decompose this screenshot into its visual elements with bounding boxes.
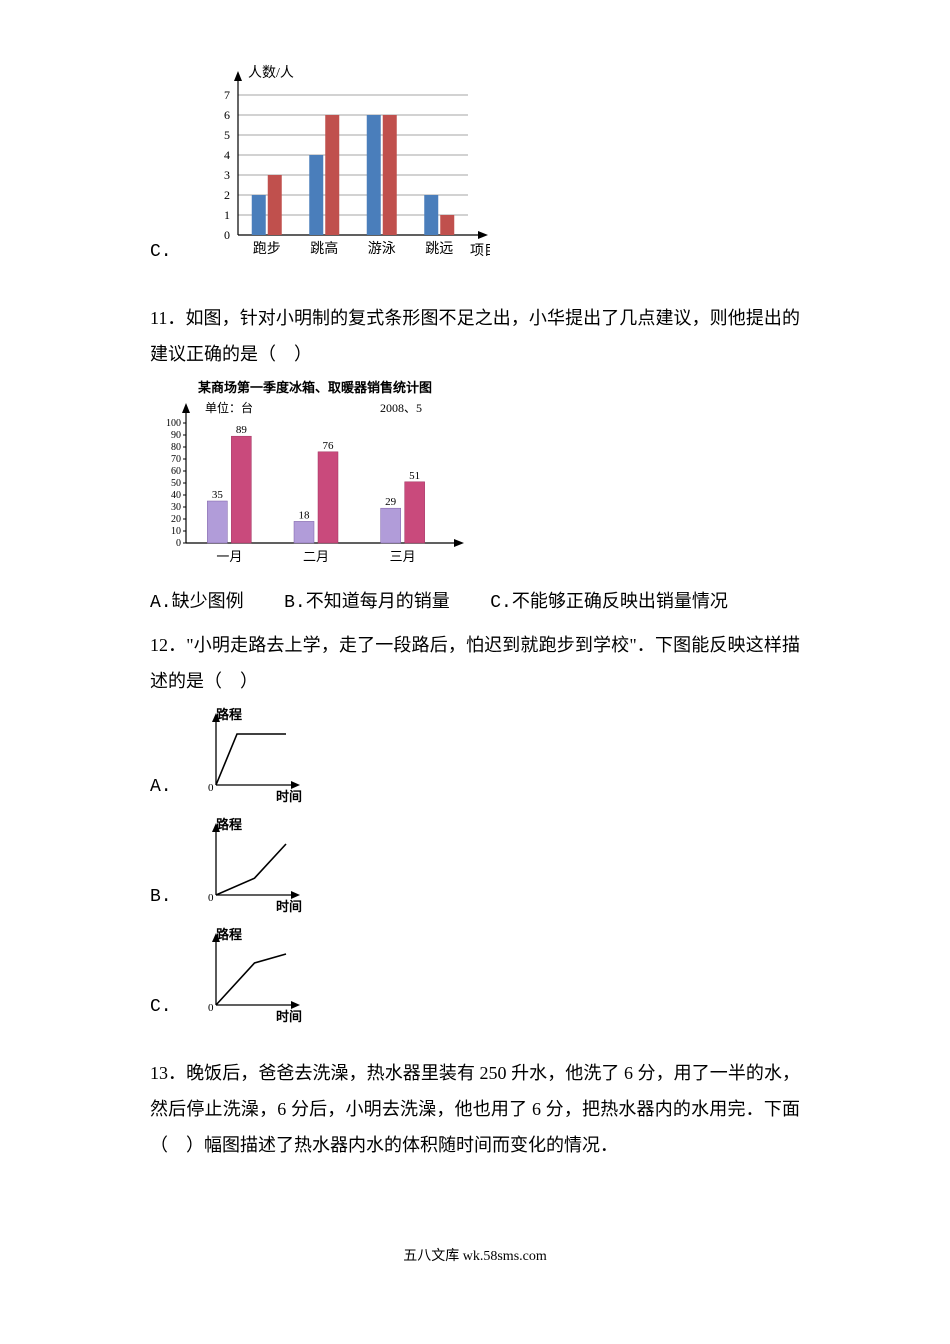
svg-text:三月: 三月 [390,549,416,564]
svg-text:3: 3 [224,168,230,182]
svg-text:18: 18 [299,509,311,521]
svg-text:7: 7 [224,88,230,102]
svg-text:90: 90 [171,430,181,441]
svg-text:89: 89 [236,424,248,436]
svg-text:70: 70 [171,454,181,465]
page-footer: 五八文库 wk.58sms.com [150,1243,800,1271]
svg-text:路程: 路程 [216,707,242,722]
svg-text:51: 51 [409,470,420,482]
svg-text:人数/人: 人数/人 [248,65,294,81]
q12-chart-a: 路程 0 时间 [190,705,320,805]
q12-opt-b-label: B. [150,879,172,915]
svg-text:6: 6 [224,108,230,122]
svg-text:2008、5: 2008、5 [380,401,422,415]
svg-text:5: 5 [224,128,230,142]
svg-text:路程: 路程 [216,927,242,942]
svg-text:0: 0 [208,782,214,794]
q12-text: 12．"小明走路去上学，走了一段路后，怕迟到就跑步到学校"．下图能反映这样描述的… [150,627,800,699]
svg-text:时间: 时间 [276,789,302,804]
svg-text:40: 40 [171,490,181,501]
svg-text:29: 29 [385,496,397,508]
svg-text:时间: 时间 [276,1009,302,1024]
svg-text:二月: 二月 [303,549,329,564]
svg-text:100: 100 [166,418,181,429]
q11-opt-b: B.不知道每月的销量 [284,593,450,613]
svg-text:一月: 一月 [216,549,242,564]
svg-text:单位：台: 单位：台 [205,400,253,415]
q12-chart-b: 路程 0 时间 [190,815,320,915]
svg-text:跳远: 跳远 [425,241,453,257]
svg-text:某商场第一季度冰箱、取暖器销售统计图: 某商场第一季度冰箱、取暖器销售统计图 [197,380,432,395]
q12-opt-a-label: A. [150,769,172,805]
svg-text:20: 20 [171,514,181,525]
q12-chart-c: 路程 0 时间 [190,925,320,1025]
svg-text:1: 1 [224,208,230,222]
svg-text:跑步: 跑步 [252,241,280,257]
q13-text: 13．晚饭后，爸爸去洗澡，热水器里装有 250 升水，他洗了 6 分，用了一半的… [150,1055,800,1163]
q11-text: 11．如图，针对小明制的复式条形图不足之出，小华提出了几点建议，则他提出的建议正… [150,300,800,372]
svg-text:80: 80 [171,442,181,453]
chart-c-barchart: 0 1 2 3 4 5 6 7 人数/人项目 跑步 跳高 游泳 跳远 [190,60,490,270]
svg-text:30: 30 [171,502,181,513]
svg-text:0: 0 [208,1002,214,1014]
svg-text:0: 0 [176,538,181,549]
svg-text:2: 2 [224,188,230,202]
svg-text:项目: 项目 [470,244,490,259]
svg-text:76: 76 [323,440,335,452]
q12-opt-c-label: C. [150,989,172,1025]
svg-text:60: 60 [171,466,181,477]
q11-chart: 某商场第一季度冰箱、取暖器销售统计图单位：台 2008、5 010203040506… [150,378,480,573]
svg-text:路程: 路程 [216,817,242,832]
option-c-label: C. [150,234,172,270]
svg-text:0: 0 [224,228,230,242]
q11-opt-a: A.缺少图例 [150,593,244,613]
q11-opt-c: C.不能够正确反映出销量情况 [490,593,728,613]
q11-options: A.缺少图例 B.不知道每月的销量 C.不能够正确反映出销量情况 [150,583,800,621]
svg-text:跳高: 跳高 [310,240,338,257]
svg-text:游泳: 游泳 [367,241,395,257]
svg-text:35: 35 [212,489,224,501]
svg-text:时间: 时间 [276,899,302,914]
svg-text:50: 50 [171,478,181,489]
svg-text:10: 10 [171,526,181,537]
svg-text:0: 0 [208,892,214,904]
svg-text:4: 4 [224,148,230,162]
